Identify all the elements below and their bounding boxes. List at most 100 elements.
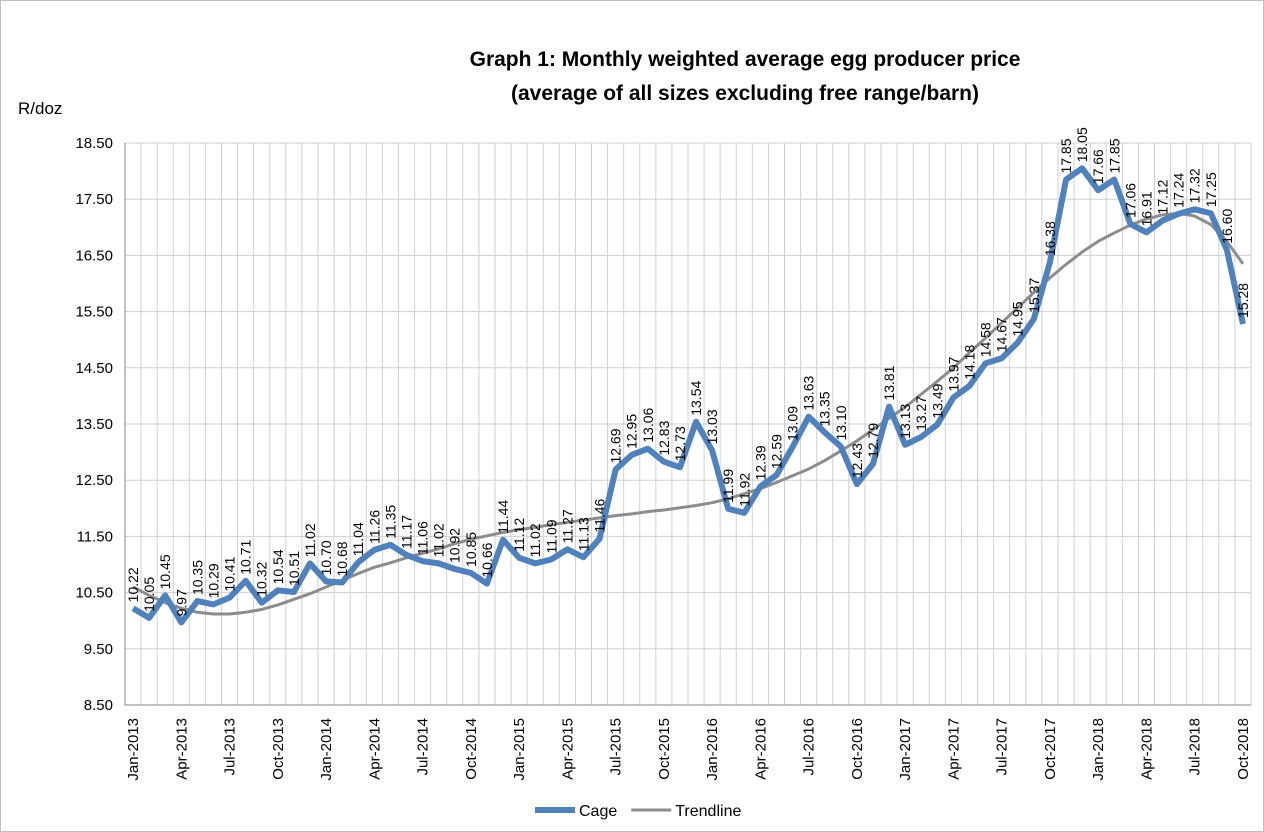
data-label: 12.43 — [849, 443, 865, 478]
chart-subtitle: (average of all sizes excluding free ran… — [511, 82, 979, 105]
x-tick-label: Oct-2016 — [849, 718, 866, 780]
x-tick-label: Apr-2018 — [1138, 718, 1155, 780]
y-tick-label: 18.50 — [75, 135, 113, 152]
data-label: 14.58 — [978, 322, 994, 357]
data-label: 12.83 — [656, 420, 672, 455]
data-label: 10.92 — [447, 528, 463, 563]
x-tick-label: Oct-2015 — [656, 718, 673, 780]
y-axis-label: R/doz — [18, 99, 62, 118]
data-label: 13.27 — [913, 396, 929, 431]
data-label: 11.44 — [495, 500, 511, 534]
x-tick-label: Jul-2014 — [415, 718, 432, 776]
data-label: 10.85 — [463, 532, 479, 567]
y-tick-label: 16.50 — [75, 247, 113, 264]
data-label: 14.95 — [1010, 301, 1026, 336]
data-label: 13.13 — [897, 404, 913, 439]
data-label: 11.99 — [720, 469, 736, 503]
series-line — [132, 211, 1245, 616]
data-label: 9.97 — [173, 589, 189, 616]
y-tick-label: 8.50 — [84, 697, 113, 714]
data-label: 10.29 — [205, 563, 221, 598]
data-label: 11.46 — [592, 498, 608, 532]
x-tick-label: Jul-2016 — [801, 718, 818, 776]
x-tick-label: Jul-2018 — [1187, 718, 1204, 776]
data-label: 13.81 — [881, 365, 897, 400]
x-tick-label: Oct-2013 — [270, 718, 287, 780]
data-label: 17.06 — [1122, 183, 1138, 218]
data-label: 10.68 — [334, 541, 350, 576]
data-label: 11.17 — [399, 515, 415, 549]
x-tick-label: Jan-2018 — [1090, 718, 1107, 781]
data-label: 10.70 — [318, 540, 334, 575]
x-tick-label: Jan-2017 — [897, 718, 914, 781]
data-label: 10.45 — [157, 554, 173, 589]
series-line — [131, 165, 1246, 626]
data-label: 10.35 — [189, 560, 205, 595]
y-tick-label: 9.50 — [84, 641, 113, 658]
data-label: 16.38 — [1042, 221, 1058, 256]
x-tick-label: Apr-2013 — [173, 718, 190, 780]
data-label: 10.54 — [270, 549, 286, 584]
data-label: 17.12 — [1155, 179, 1171, 214]
data-label: 11.26 — [366, 510, 382, 544]
x-tick-label: Jul-2015 — [608, 718, 625, 776]
data-label: 17.25 — [1203, 172, 1219, 207]
data-label: 13.35 — [817, 391, 833, 426]
data-label: 16.91 — [1138, 191, 1154, 226]
data-label: 17.85 — [1106, 138, 1122, 173]
y-tick-label: 14.50 — [75, 360, 113, 377]
y-tick-label: 12.50 — [75, 472, 113, 489]
data-label: 13.63 — [801, 375, 817, 410]
y-tick-label: 17.50 — [75, 191, 113, 208]
data-label: 12.69 — [608, 428, 624, 463]
data-label: 13.10 — [833, 405, 849, 440]
data-label: 10.66 — [479, 542, 495, 577]
y-tick-label: 15.50 — [75, 304, 113, 321]
x-tick-label: Jan-2015 — [511, 718, 528, 781]
data-label: 14.67 — [994, 317, 1010, 352]
data-label: 17.85 — [1058, 138, 1074, 173]
data-label: 15.37 — [1026, 278, 1042, 313]
legend-label: Trendline — [675, 803, 741, 820]
data-label: 10.51 — [286, 551, 302, 586]
data-label: 17.66 — [1090, 149, 1106, 184]
data-label: 10.22 — [125, 567, 141, 602]
x-tick-label: Jul-2017 — [994, 718, 1011, 776]
x-tick-label: Apr-2017 — [945, 718, 962, 780]
data-label: 11.02 — [431, 523, 447, 557]
data-label: 14.18 — [962, 345, 978, 380]
x-tick-label: Apr-2015 — [559, 718, 576, 780]
data-label: 13.03 — [704, 409, 720, 444]
legend-label: Cage — [579, 803, 617, 820]
data-label: 11.09 — [543, 519, 559, 553]
data-label: 10.71 — [238, 540, 254, 575]
data-label: 11.02 — [302, 523, 318, 557]
data-label: 17.24 — [1171, 173, 1187, 208]
data-label: 13.97 — [945, 356, 961, 391]
y-tick-label: 11.50 — [77, 528, 113, 545]
data-label: 10.05 — [141, 577, 157, 612]
data-label: 11.02 — [527, 523, 543, 557]
data-label: 11.04 — [350, 522, 366, 556]
data-label: 18.05 — [1074, 127, 1090, 162]
data-label: 13.49 — [929, 383, 945, 418]
data-label: 12.73 — [672, 426, 688, 461]
data-label: 12.39 — [752, 445, 768, 480]
data-label: 12.59 — [768, 434, 784, 469]
data-label: 11.13 — [575, 517, 591, 551]
x-tick-label: Jul-2013 — [222, 718, 239, 776]
data-label: 11.12 — [511, 518, 527, 552]
data-label: 15.28 — [1235, 283, 1251, 318]
data-label: 13.09 — [785, 406, 801, 441]
data-label: 11.35 — [382, 505, 398, 539]
x-tick-label: Oct-2018 — [1235, 718, 1252, 780]
y-tick-label: 13.50 — [75, 416, 113, 433]
data-label: 17.32 — [1187, 168, 1203, 203]
data-label: 11.06 — [415, 521, 431, 555]
data-label: 16.60 — [1219, 209, 1235, 244]
y-tick-label: 10.50 — [75, 585, 113, 602]
data-label: 13.54 — [688, 381, 704, 416]
chart-title: Graph 1: Monthly weighted average egg pr… — [470, 48, 1021, 71]
data-label: 12.79 — [865, 423, 881, 458]
